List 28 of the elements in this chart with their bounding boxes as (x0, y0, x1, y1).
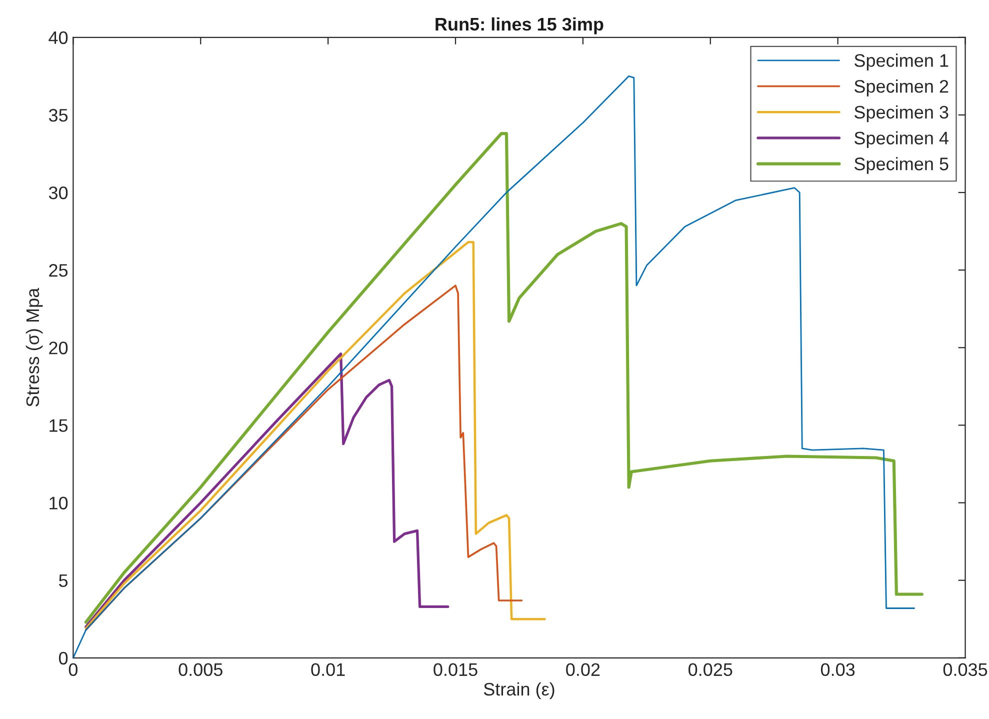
y-tick-label: 10 (50, 496, 68, 510)
line-series (84, 241, 546, 630)
x-tick-label: 0.02 (566, 663, 600, 676)
x-tick-label: 0.005 (178, 663, 222, 676)
y-tick-label: 5 (59, 574, 68, 588)
legend-label: Specimen 4 (854, 131, 948, 148)
y-tick-label: 0 (58, 652, 68, 665)
y-tick-label: 35 (48, 108, 68, 122)
legend-label: Specimen 3 (854, 105, 948, 122)
x-tick-label: 0.01 (311, 663, 345, 676)
line-series (85, 284, 523, 631)
y-tick-label: 30 (48, 186, 68, 200)
y-tick-label: 25 (49, 264, 68, 277)
x-tick-label: 0.015 (434, 663, 478, 676)
chart-title: Run5: lines 15 3imp (436, 17, 604, 34)
x-tick-label: 0.035 (943, 663, 988, 676)
line-series (84, 352, 450, 628)
x-tick-label: 0.025 (688, 663, 732, 676)
legend-label: Specimen 5 (854, 157, 948, 174)
y-tick-label: 20 (49, 342, 68, 354)
x-tick-label: 0.03 (820, 663, 855, 676)
legend-label: Specimen 1 (854, 54, 948, 70)
y-tick-label: 40 (48, 31, 68, 44)
y-tick-label: 15 (50, 419, 68, 432)
x-tick-label: 0 (68, 663, 78, 676)
legend-label: Specimen 2 (854, 79, 948, 96)
x-axis-title: Strain (ε) (484, 682, 554, 700)
y-axis-title: Stress (σ) Mpa (26, 288, 43, 407)
